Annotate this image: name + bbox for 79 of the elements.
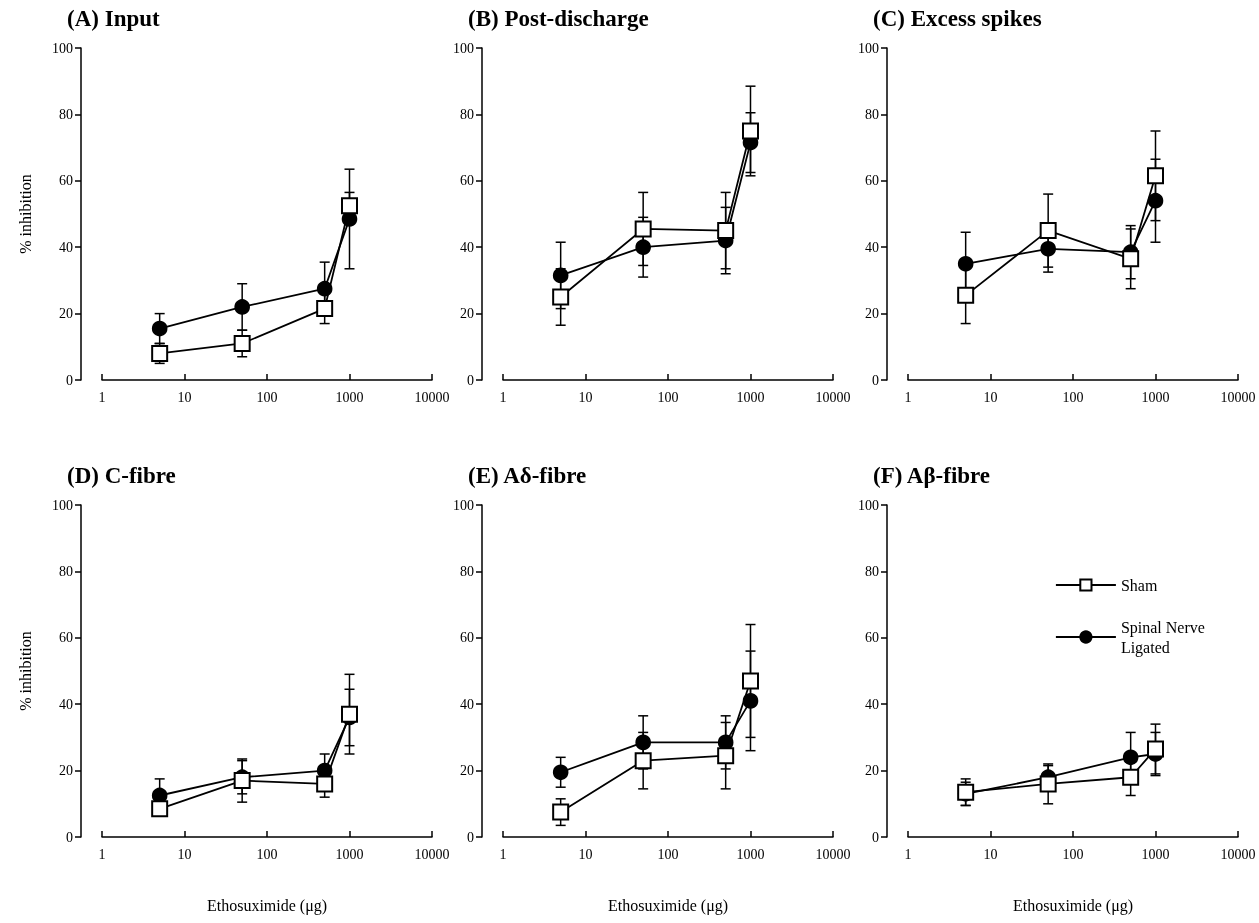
x-tick-label: 10 bbox=[177, 846, 192, 862]
y-tick-label: 40 bbox=[865, 239, 879, 255]
y-tick-label: 60 bbox=[59, 630, 73, 646]
x-tick-label: 10 bbox=[983, 389, 998, 405]
x-tick-label: 1000 bbox=[335, 389, 364, 405]
x-tick-label: 10000 bbox=[815, 389, 851, 405]
x-tick-label: 1000 bbox=[736, 846, 765, 862]
x-tick-label: 100 bbox=[657, 389, 679, 405]
y-tick-label: 80 bbox=[460, 106, 474, 122]
y-tick-label: 0 bbox=[66, 372, 73, 388]
x-tick-label: 1 bbox=[98, 846, 106, 862]
x-tick-label: 100 bbox=[256, 389, 278, 405]
y-tick-label: 60 bbox=[460, 173, 474, 189]
y-tick-label: 40 bbox=[460, 696, 474, 712]
x-tick-label: 1000 bbox=[736, 389, 765, 405]
x-tick-label: 100 bbox=[1062, 846, 1084, 862]
chart-title: (D) C-fibre bbox=[67, 463, 176, 488]
y-tick-label: 20 bbox=[460, 763, 474, 779]
y-tick-label: 40 bbox=[460, 239, 474, 255]
y-tick-label: 80 bbox=[59, 106, 73, 122]
y-tick-label: 100 bbox=[52, 40, 73, 56]
y-tick-label: 80 bbox=[865, 106, 879, 122]
y-tick-label: 60 bbox=[865, 173, 879, 189]
y-tick-label: 100 bbox=[858, 40, 879, 56]
x-tick-label: 1000 bbox=[1141, 389, 1170, 405]
y-tick-label: 20 bbox=[460, 306, 474, 322]
y-axis-title: % inhibition bbox=[16, 174, 34, 254]
x-tick-label: 10000 bbox=[414, 389, 450, 405]
x-tick-label: 10 bbox=[983, 846, 998, 862]
chart-title: (A) Input bbox=[67, 6, 160, 31]
y-tick-label: 0 bbox=[467, 829, 474, 845]
chart-title: (F) Aβ-fibre bbox=[873, 463, 991, 488]
x-tick-label: 100 bbox=[256, 846, 278, 862]
x-axis-title: Ethosuximide (μg) bbox=[1012, 896, 1134, 915]
y-tick-label: 0 bbox=[467, 372, 474, 388]
y-tick-label: 20 bbox=[865, 306, 879, 322]
x-tick-label: 100 bbox=[657, 846, 679, 862]
y-tick-label: 20 bbox=[865, 763, 879, 779]
y-tick-label: 100 bbox=[858, 497, 879, 513]
y-tick-label: 100 bbox=[453, 40, 474, 56]
y-tick-label: 0 bbox=[872, 372, 879, 388]
x-tick-label: 10 bbox=[578, 389, 593, 405]
x-tick-label: 10000 bbox=[815, 846, 851, 862]
y-tick-label: 0 bbox=[872, 829, 879, 845]
x-tick-label: 1000 bbox=[335, 846, 364, 862]
x-tick-label: 1 bbox=[904, 389, 912, 405]
y-tick-label: 80 bbox=[460, 563, 474, 579]
y-tick-label: 20 bbox=[59, 763, 73, 779]
x-tick-label: 1 bbox=[98, 389, 106, 405]
x-tick-label: 10000 bbox=[414, 846, 450, 862]
x-tick-label: 1 bbox=[499, 846, 507, 862]
x-axis-title: Ethosuximide (μg) bbox=[206, 896, 328, 915]
chart-title: (E) Aδ-fibre bbox=[468, 463, 587, 488]
y-tick-label: 60 bbox=[59, 173, 73, 189]
x-tick-label: 1000 bbox=[1141, 846, 1170, 862]
y-tick-label: 20 bbox=[59, 306, 73, 322]
y-tick-label: 0 bbox=[66, 829, 73, 845]
y-tick-label: 40 bbox=[59, 239, 73, 255]
chart-title: (B) Post-discharge bbox=[468, 6, 649, 31]
x-axis-title: Ethosuximide (μg) bbox=[607, 896, 729, 915]
x-tick-label: 10000 bbox=[1220, 846, 1256, 862]
x-tick-label: 10000 bbox=[1220, 389, 1256, 405]
y-tick-label: 60 bbox=[865, 630, 879, 646]
y-tick-label: 100 bbox=[52, 497, 73, 513]
x-tick-label: 10 bbox=[578, 846, 593, 862]
legend-label: Sham bbox=[1120, 576, 1158, 594]
x-tick-label: 100 bbox=[1062, 389, 1084, 405]
y-tick-label: 60 bbox=[460, 630, 474, 646]
y-tick-label: 40 bbox=[865, 696, 879, 712]
y-tick-label: 80 bbox=[59, 563, 73, 579]
chart-title: (C) Excess spikes bbox=[873, 6, 1042, 31]
y-axis-title: % inhibition bbox=[16, 631, 34, 711]
x-tick-label: 10 bbox=[177, 389, 192, 405]
legend-label: Spinal Nerve Ligated bbox=[1120, 618, 1209, 657]
y-tick-label: 100 bbox=[453, 497, 474, 513]
y-tick-label: 80 bbox=[865, 563, 879, 579]
x-tick-label: 1 bbox=[904, 846, 912, 862]
y-tick-label: 40 bbox=[59, 696, 73, 712]
x-tick-label: 1 bbox=[499, 389, 507, 405]
